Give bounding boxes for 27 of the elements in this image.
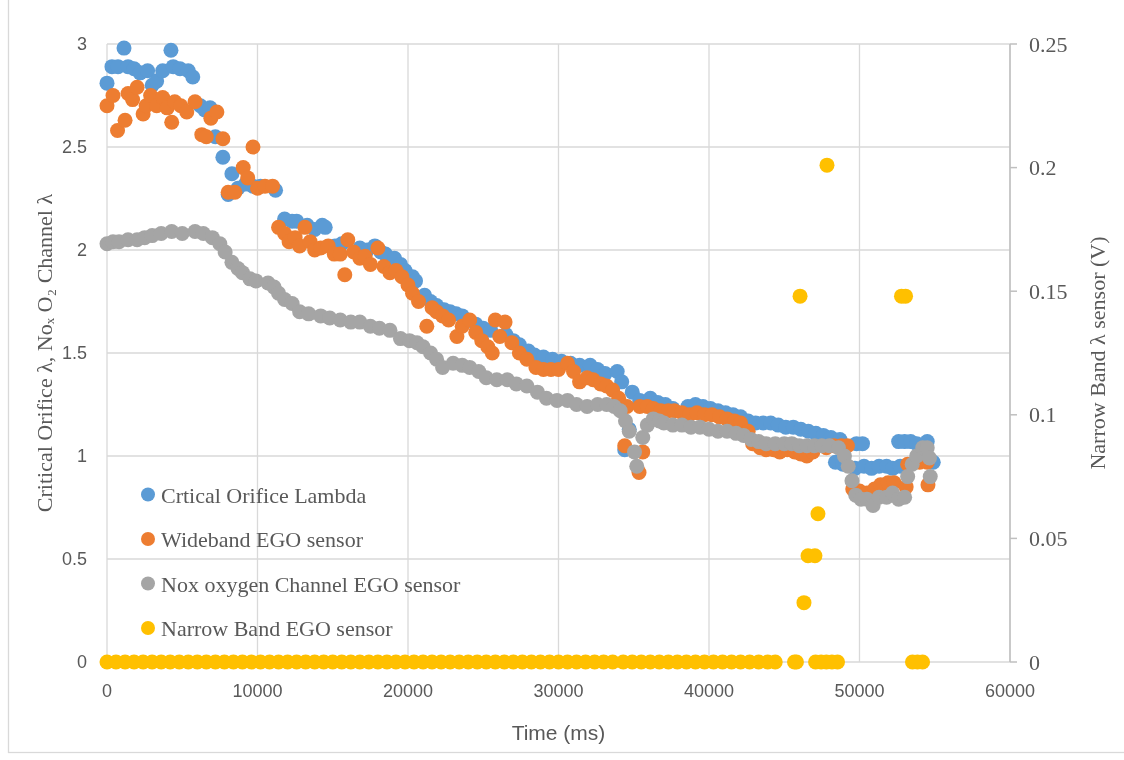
y-tick-label: 2 <box>76 240 87 260</box>
y2-tick-label: 0.25 <box>1029 31 1068 57</box>
legend-label: Nox oxygen Channel EGO sensor <box>161 571 462 596</box>
x-tick-label: 50000 <box>834 681 885 701</box>
y2-axis-title: Narrow Band λ sensor (V) <box>1084 236 1110 470</box>
x-tick-label: 60000 <box>984 681 1036 701</box>
y-tick-label: 1.5 <box>61 343 87 363</box>
y2-tick-label: 0.05 <box>1029 525 1068 551</box>
y2-tick-label: 0.1 <box>1029 402 1057 428</box>
y-axis-title: Critical Orifice λ, Noₓ O₂ Channel λ <box>31 193 57 513</box>
y-tick-label: 1 <box>76 446 87 466</box>
y-tick-label: 0.5 <box>61 549 87 569</box>
x-tick-label: 10000 <box>232 681 283 701</box>
x-tick-label: 30000 <box>533 681 584 701</box>
y-tick-label: 0 <box>76 652 87 672</box>
x-axis-title: Time (ms) <box>511 720 606 744</box>
y-tick-label: 2.5 <box>61 137 87 157</box>
y2-tick-label: 0 <box>1029 649 1040 675</box>
legend-label: Crtical Orifice Lambda <box>161 482 367 507</box>
legend-label: Narrow Band EGO sensor <box>161 615 394 641</box>
y2-tick-label: 0.15 <box>1029 278 1068 304</box>
legend-label: Wideband EGO sensor <box>161 526 364 552</box>
y2-tick-label: 0.2 <box>1029 155 1057 181</box>
x-tick-label: 0 <box>101 681 113 701</box>
x-tick-label: 20000 <box>382 681 434 701</box>
y-tick-label: 3 <box>76 34 87 54</box>
x-tick-label: 40000 <box>683 681 735 701</box>
